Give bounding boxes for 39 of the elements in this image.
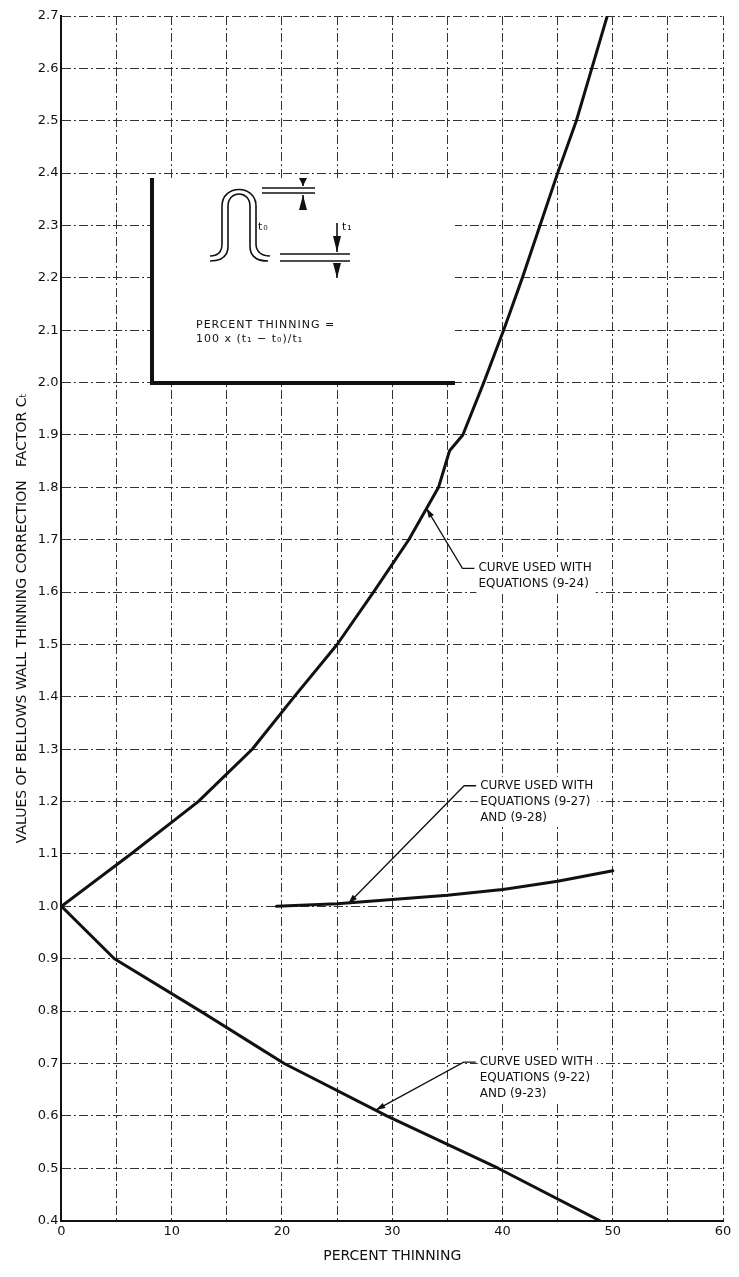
y-tick-label: 0.9 — [37, 950, 59, 966]
y-tick-label: 2.6 — [37, 59, 59, 75]
annotation: t₀ — [258, 220, 269, 234]
y-tick-label: 0.7 — [37, 1054, 59, 1070]
y-tick-label: 1.3 — [37, 740, 59, 756]
y-tick-label: 0.8 — [37, 1002, 59, 1018]
x-axis-title: PERCENT THINNING — [323, 1247, 462, 1264]
y-tick-label: 1.4 — [37, 688, 59, 704]
y-tick-label: 2.7 — [37, 7, 59, 23]
y-tick-label: 0.4 — [37, 1211, 59, 1227]
x-tick-label: 0 — [57, 1222, 66, 1238]
y-tick-label: 1.7 — [37, 531, 59, 547]
x-tick-label: 20 — [273, 1222, 291, 1238]
y-tick-label: 2.0 — [37, 373, 59, 389]
y-tick-label: 2.1 — [37, 321, 59, 337]
annotation: PERCENT THINNING = 100 x (t₁ − t₀)/t₁ — [196, 318, 336, 346]
x-tick-label: 40 — [494, 1222, 511, 1238]
x-tick-label: 10 — [163, 1222, 180, 1238]
y-tick-label: 1.6 — [37, 583, 59, 599]
x-tick-label: 50 — [604, 1222, 622, 1238]
annotation: t₁ — [342, 220, 353, 234]
x-tick-label: 30 — [383, 1222, 401, 1238]
y-tick-label: 1.5 — [37, 635, 59, 651]
y-tick-label: 0.6 — [37, 1107, 59, 1123]
y-tick-label: 2.5 — [37, 112, 59, 128]
annotation: CURVE USED WITH EQUATIONS (9-24) — [478, 560, 592, 591]
y-tick-label: 1.2 — [37, 792, 59, 808]
y-tick-label: 1.8 — [37, 478, 59, 494]
y-tick-label: 2.3 — [37, 216, 59, 232]
y-tick-label: 1.0 — [37, 897, 59, 913]
annotation: CURVE USED WITH EQUATIONS (9-22) AND (9-23) — [479, 1054, 593, 1101]
y-tick-label: 2.2 — [37, 269, 59, 285]
y-tick-label: 1.1 — [37, 845, 59, 861]
annotation: CURVE USED WITH EQUATIONS (9-27) AND (9-28) — [480, 777, 594, 824]
x-tick-label: 60 — [714, 1222, 732, 1238]
y-tick-label: 2.4 — [37, 164, 59, 180]
y-tick-label: 1.9 — [37, 426, 59, 442]
y-tick-label: 0.5 — [37, 1159, 59, 1175]
y-axis-title: VALUES OF BELLOWS WALL THINNING CORRECTION FACTOR Cₜ — [13, 393, 30, 844]
